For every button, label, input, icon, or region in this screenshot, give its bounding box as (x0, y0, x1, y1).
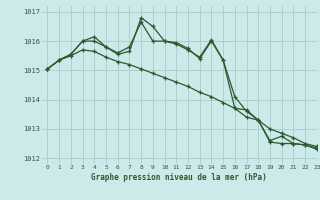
X-axis label: Graphe pression niveau de la mer (hPa): Graphe pression niveau de la mer (hPa) (91, 173, 267, 182)
